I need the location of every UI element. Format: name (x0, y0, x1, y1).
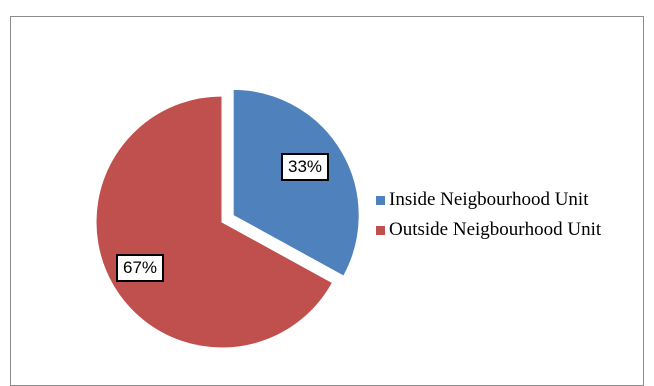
pie-slice-outside (95, 95, 334, 349)
legend-label-inside: Inside Neigbourhood Unit (389, 189, 589, 210)
legend-label-outside: Outside Neigbourhood Unit (389, 219, 602, 240)
data-label-outside: 67% (115, 254, 165, 282)
legend-swatch-inside (376, 195, 385, 205)
legend-item-inside: Inside Neigbourhood Unit (376, 185, 601, 215)
legend: Inside Neigbourhood Unit Outside Neigbou… (376, 185, 601, 245)
legend-item-outside: Outside Neigbourhood Unit (376, 215, 601, 245)
data-label-inside: 33% (280, 153, 330, 181)
legend-swatch-outside (376, 225, 385, 235)
pie-slice-inside (232, 88, 360, 277)
pie-chart (95, 88, 360, 349)
